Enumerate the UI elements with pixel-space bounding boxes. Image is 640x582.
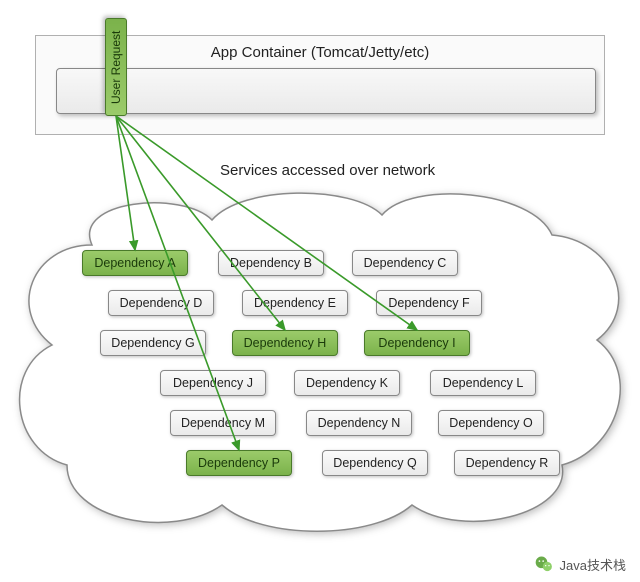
dependency-label: Dependency G — [111, 336, 194, 350]
dependency-label: Dependency E — [254, 296, 336, 310]
user-request-label: User Request — [109, 30, 123, 103]
dependency-label: Dependency C — [364, 256, 447, 270]
dependency-r: Dependency R — [454, 450, 560, 476]
dependency-label: Dependency N — [318, 416, 401, 430]
dependency-n: Dependency N — [306, 410, 412, 436]
dependency-label: Dependency P — [198, 456, 280, 470]
dependency-label: Dependency F — [388, 296, 469, 310]
dependency-label: Dependency B — [230, 256, 312, 270]
dependency-k: Dependency K — [294, 370, 400, 396]
dependency-label: Dependency H — [244, 336, 327, 350]
dependency-j: Dependency J — [160, 370, 266, 396]
dependency-p: Dependency P — [186, 450, 292, 476]
dependency-label: Dependency R — [466, 456, 549, 470]
dependency-g: Dependency G — [100, 330, 206, 356]
dependency-d: Dependency D — [108, 290, 214, 316]
dependency-label: Dependency M — [181, 416, 265, 430]
dependency-b: Dependency B — [218, 250, 324, 276]
dependency-label: Dependency Q — [333, 456, 416, 470]
dependency-e: Dependency E — [242, 290, 348, 316]
wechat-icon — [534, 554, 554, 574]
dependency-label: Dependency K — [306, 376, 388, 390]
network-cloud — [12, 185, 628, 533]
dependency-i: Dependency I — [364, 330, 470, 356]
services-title: Services accessed over network — [220, 162, 435, 179]
dependency-m: Dependency M — [170, 410, 276, 436]
architecture-diagram: App Container (Tomcat/Jetty/etc) User Re… — [0, 0, 640, 582]
dependency-label: Dependency D — [120, 296, 203, 310]
dependency-f: Dependency F — [376, 290, 482, 316]
dependency-label: Dependency O — [449, 416, 532, 430]
dependency-l: Dependency L — [430, 370, 536, 396]
footer-attribution: Java技术栈 — [534, 554, 626, 574]
dependency-o: Dependency O — [438, 410, 544, 436]
dependency-h: Dependency H — [232, 330, 338, 356]
dependency-label: Dependency L — [443, 376, 524, 390]
dependency-c: Dependency C — [352, 250, 458, 276]
dependency-label: Dependency I — [378, 336, 455, 350]
app-container-bar — [56, 68, 596, 114]
dependency-label: Dependency A — [94, 256, 175, 270]
dependency-q: Dependency Q — [322, 450, 428, 476]
dependency-a: Dependency A — [82, 250, 188, 276]
footer-text: Java技术栈 — [560, 555, 626, 574]
dependency-label: Dependency J — [173, 376, 253, 390]
user-request-box: User Request — [105, 18, 127, 116]
